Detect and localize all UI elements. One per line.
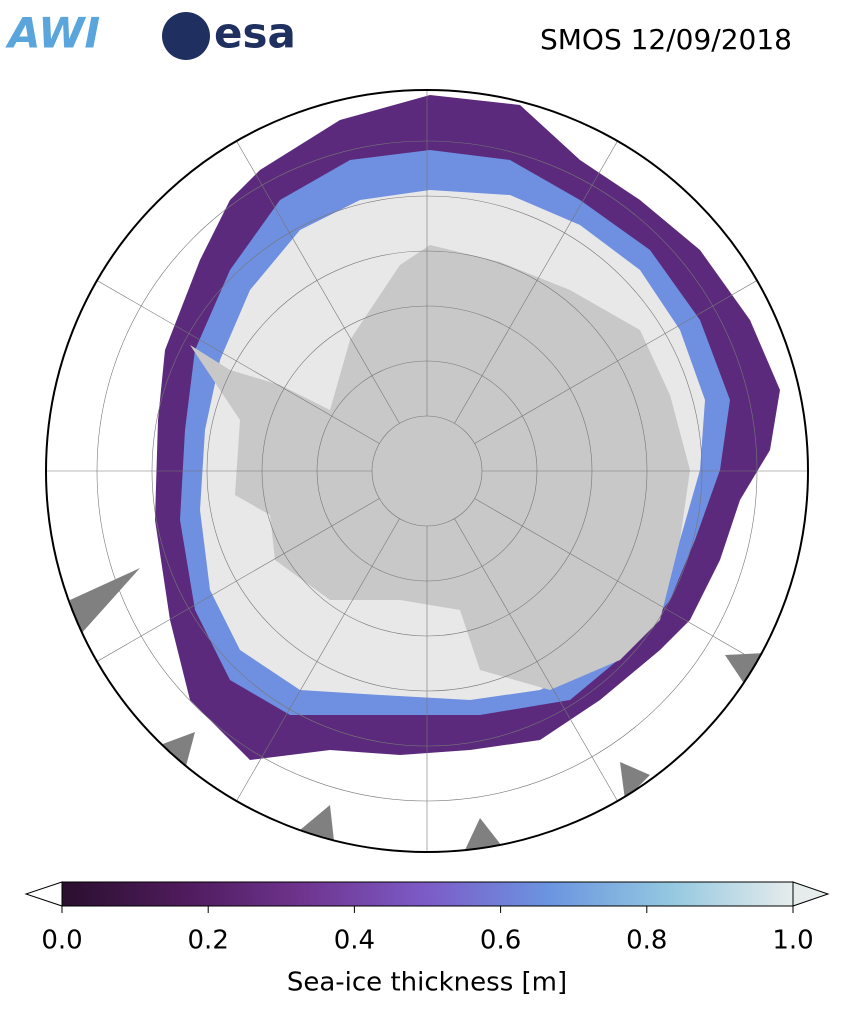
antarctica [190, 245, 690, 690]
esa-emblem [162, 12, 210, 60]
over-extension [792, 881, 830, 907]
colorbar-tick-label: 0.2 [188, 926, 229, 956]
meridian [454, 124, 628, 424]
meridian [80, 270, 380, 444]
colorbar-gradient [61, 881, 794, 907]
graticule [46, 90, 808, 852]
colorbar-tick-label: 0.8 [626, 926, 667, 956]
meridian [226, 124, 400, 424]
meridian [474, 270, 774, 444]
colorbar-tick-label: 1.0 [772, 926, 813, 956]
colorbar-label: Sea-ice thickness [m] [287, 968, 567, 998]
colorbar-tick-label: 0.4 [334, 926, 375, 956]
under-extension [24, 881, 63, 907]
colorbar-tick-label: 0.6 [480, 926, 521, 956]
esa-logo: esa [214, 9, 296, 58]
meridian [226, 518, 400, 818]
meridian [80, 498, 380, 672]
meridian [474, 498, 774, 672]
meridian [454, 518, 628, 818]
map-frame [45, 89, 809, 853]
awi-logo: AWI [5, 9, 100, 58]
colorbar: 0.0 0.2 0.4 0.6 0.8 1.0 Sea-ice thickness [m] [24, 881, 830, 998]
map-title: SMOS 12/09/2018 [540, 23, 792, 56]
colorbar-tick-label: 0.0 [41, 926, 82, 956]
map [46, 90, 808, 852]
